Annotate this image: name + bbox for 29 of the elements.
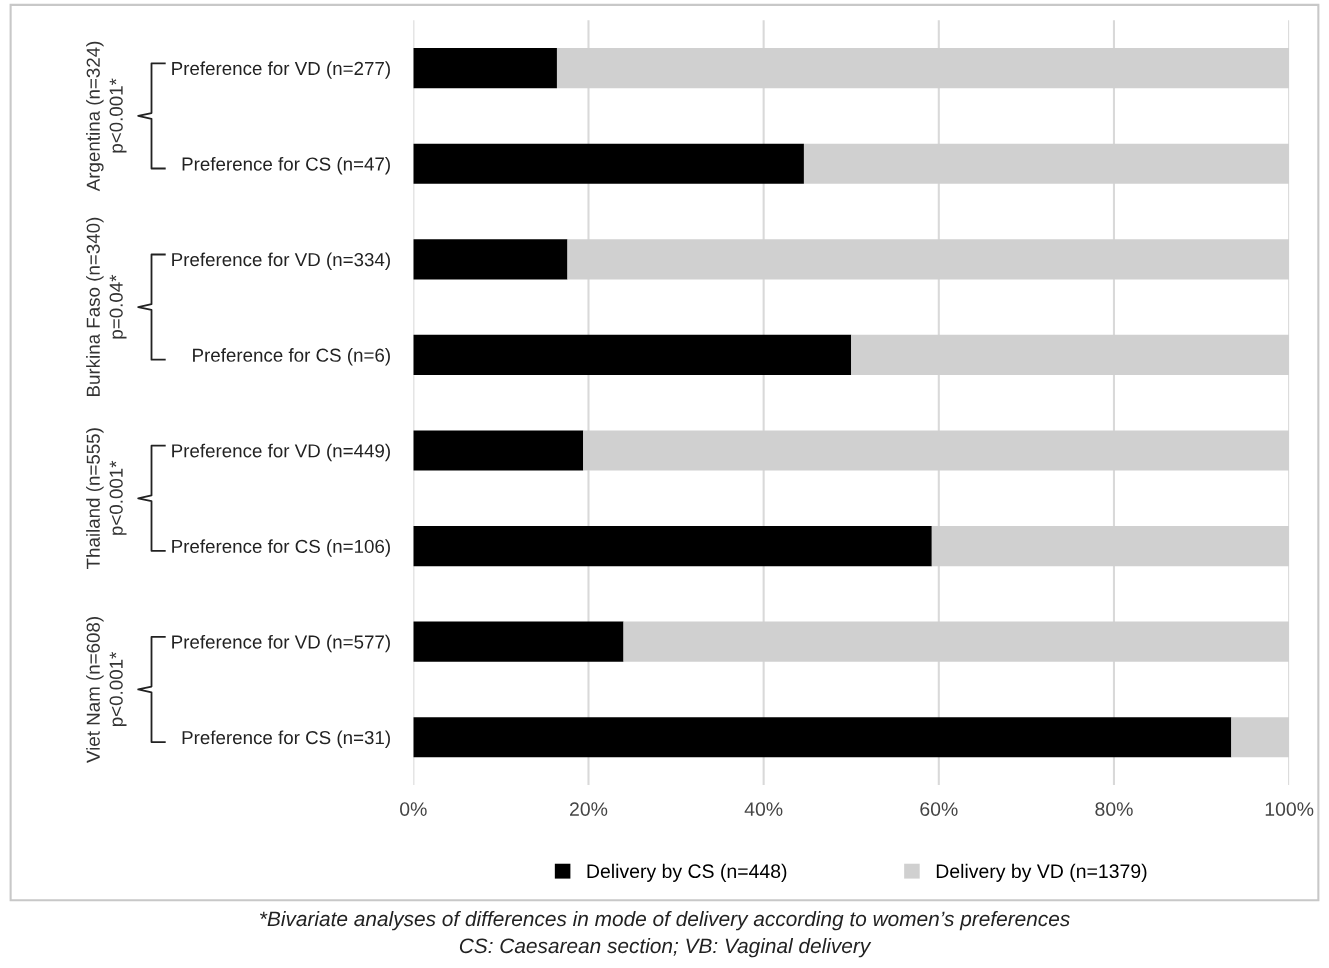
x-tick-label: 100% (1265, 802, 1314, 816)
y-tick-label: Preference for CS (n=31) (182, 730, 390, 748)
text: Burkina Faso (n=340) p=0.04* (86, 217, 127, 396)
bar (413, 48, 557, 89)
text: Thailand (n=555) p<0.001* (86, 428, 127, 569)
y-tick-label: Preference for VD (n=277) (172, 61, 390, 79)
y-tick-label: Preference for VD (n=334) (172, 252, 390, 270)
y-tick-label: Preference for CS (n=106) (172, 539, 390, 557)
x-tick-label: 0% (400, 802, 427, 816)
text: *Bivariate analyses of differences in mode of delivery according to women’s preferences CS: Caesarean section; VB: Vaginal delivery (260, 910, 1070, 958)
bar (413, 239, 568, 280)
y-tick-label: Preference for VD (n=449) (172, 443, 390, 462)
bar (413, 143, 804, 184)
y-tick-label: Preference for CS (n=47) (182, 156, 390, 175)
legend-label: Delivery by CS (n=448) (587, 863, 787, 882)
bar (413, 717, 1232, 758)
y-tick-label: Preference for VD (n=577) (172, 634, 390, 653)
x-tick-label: 80% (1095, 802, 1133, 816)
bar (413, 621, 624, 662)
bar (413, 430, 584, 471)
y-tick-label: Preference for CS (n=6) (193, 348, 390, 366)
bar (413, 334, 852, 375)
x-tick-label: 40% (744, 802, 783, 816)
legend-label: Delivery by VD (n=1379) (936, 863, 1147, 882)
x-tick-label: 60% (920, 802, 958, 816)
text: Viet Nam (n=608) p<0.001* (86, 617, 127, 763)
bar (413, 526, 932, 567)
text: Argentina (n=324) p<0.001* (86, 41, 127, 192)
x-tick-label: 20% (570, 802, 608, 816)
